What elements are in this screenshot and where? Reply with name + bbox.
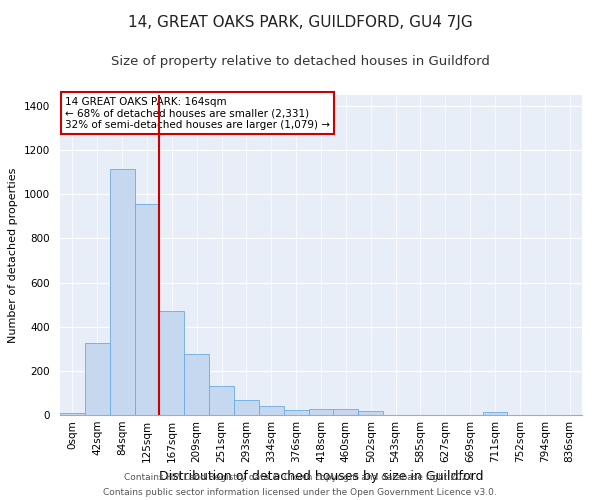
Text: Size of property relative to detached houses in Guildford: Size of property relative to detached ho… xyxy=(110,55,490,68)
Text: Contains HM Land Registry data © Crown copyright and database right 2024.: Contains HM Land Registry data © Crown c… xyxy=(124,473,476,482)
Bar xyxy=(184,354,209,415)
Bar xyxy=(110,169,134,415)
Bar xyxy=(334,410,358,415)
Bar xyxy=(234,400,259,415)
Bar xyxy=(358,411,383,415)
Text: 14 GREAT OAKS PARK: 164sqm
← 68% of detached houses are smaller (2,331)
32% of s: 14 GREAT OAKS PARK: 164sqm ← 68% of deta… xyxy=(65,96,330,130)
Text: Contains public sector information licensed under the Open Government Licence v3: Contains public sector information licen… xyxy=(103,488,497,497)
Bar xyxy=(284,410,308,415)
Bar xyxy=(259,406,284,415)
Y-axis label: Number of detached properties: Number of detached properties xyxy=(8,168,19,342)
Bar xyxy=(134,204,160,415)
Bar xyxy=(482,412,508,415)
Bar xyxy=(60,413,85,415)
Bar xyxy=(160,312,184,415)
Bar xyxy=(85,344,110,415)
Bar xyxy=(209,386,234,415)
Text: 14, GREAT OAKS PARK, GUILDFORD, GU4 7JG: 14, GREAT OAKS PARK, GUILDFORD, GU4 7JG xyxy=(128,15,472,30)
X-axis label: Distribution of detached houses by size in Guildford: Distribution of detached houses by size … xyxy=(159,470,483,484)
Bar xyxy=(308,410,334,415)
